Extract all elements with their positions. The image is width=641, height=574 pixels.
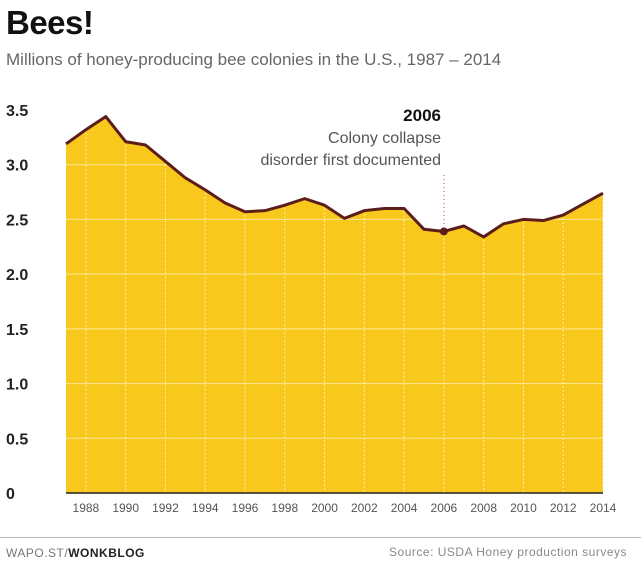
x-tick-label: 2014 bbox=[590, 501, 617, 515]
x-tick-label: 1994 bbox=[192, 501, 219, 515]
x-tick-label: 2000 bbox=[311, 501, 338, 515]
y-tick-label: 0 bbox=[6, 486, 15, 503]
y-tick-label: 2.5 bbox=[6, 212, 28, 229]
series-line bbox=[65, 115, 604, 239]
annotation-line-2: disorder first documented bbox=[260, 152, 441, 169]
annotation-year: 2006 bbox=[403, 106, 441, 125]
series-line-layer bbox=[65, 115, 604, 239]
footer-source: Source: USDA Honey production surveys bbox=[389, 545, 627, 559]
x-tick-label: 1996 bbox=[232, 501, 259, 515]
y-tick-label: 3.5 bbox=[6, 103, 28, 120]
y-tick-label: 1.0 bbox=[6, 377, 28, 394]
x-tick-label: 2008 bbox=[470, 501, 497, 515]
area-fill bbox=[66, 116, 603, 494]
x-tick-label: 1990 bbox=[112, 501, 139, 515]
x-tick-label: 2006 bbox=[431, 501, 458, 515]
y-tick-label: 0.5 bbox=[6, 431, 28, 448]
x-axis: 1988 1990 1992 1994 1996 1998 2000 2002 2004 2006… bbox=[73, 501, 617, 515]
x-tick-label: 1992 bbox=[152, 501, 179, 515]
credit-prefix: WAPO.ST/ bbox=[6, 546, 69, 560]
gridlines bbox=[66, 109, 604, 494]
annotation: 2006 Colony collapse disorder first docu… bbox=[260, 106, 441, 169]
y-axis: 3.5 3.0 2.5 2.0 1.5 1.0 0.5 0 bbox=[6, 103, 28, 503]
y-tick-label: 2.0 bbox=[6, 267, 28, 284]
x-tick-label: 1988 bbox=[73, 501, 100, 515]
x-tick-label: 2010 bbox=[510, 501, 537, 515]
chart-subtitle: Millions of honey-producing bee colonies… bbox=[6, 50, 502, 69]
x-tick-label: 2004 bbox=[391, 501, 418, 515]
y-tick-label: 1.5 bbox=[6, 322, 28, 339]
footer-credit: WAPO.ST/WONKBLOG bbox=[6, 546, 145, 560]
x-tick-label: 1998 bbox=[271, 501, 298, 515]
annotation-line-1: Colony collapse bbox=[328, 130, 441, 147]
y-tick-label: 3.0 bbox=[6, 158, 28, 175]
chart-title: Bees! bbox=[6, 4, 94, 41]
x-tick-label: 2012 bbox=[550, 501, 577, 515]
x-tick-label: 2002 bbox=[351, 501, 378, 515]
credit-brand: WONKBLOG bbox=[68, 546, 145, 560]
footer-divider bbox=[0, 537, 641, 538]
plot-area bbox=[66, 116, 603, 494]
highlight-point bbox=[439, 227, 448, 236]
